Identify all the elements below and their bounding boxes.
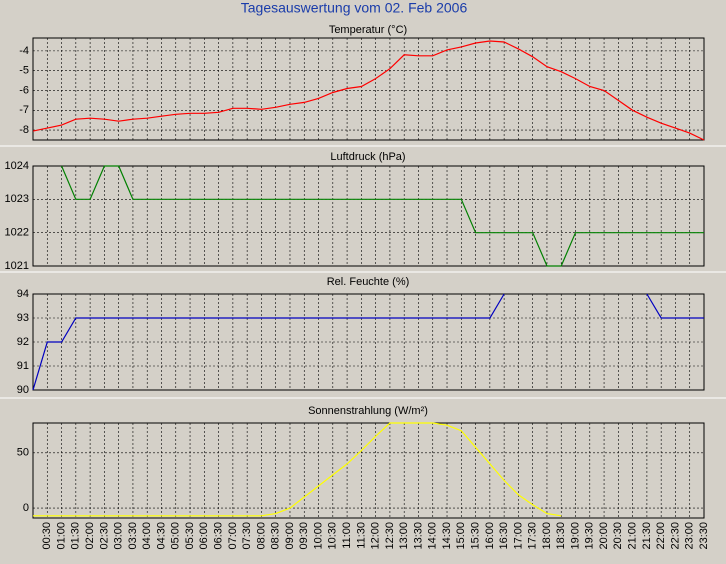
x-tick-label: 03:00 (113, 522, 125, 550)
x-tick-label: 18:30 (555, 522, 567, 550)
x-tick-label: 19:00 (569, 522, 581, 550)
y-tick-label: 93 (17, 312, 29, 324)
x-tick-label: 02:00 (84, 522, 96, 550)
y-tick-label: -8 (19, 124, 29, 136)
y-tick-label: -4 (19, 45, 29, 57)
y-tick-label: 1022 (5, 227, 29, 239)
x-tick-label: 01:00 (55, 522, 67, 550)
panel-title: Sonnenstrahlung (W/m²) (308, 405, 428, 417)
x-tick-label: 09:00 (284, 522, 296, 550)
y-tick-label: 1021 (5, 260, 29, 272)
y-tick-label: -6 (19, 84, 29, 96)
x-tick-label: 08:00 (255, 522, 267, 550)
panel-title: Temperatur (°C) (329, 24, 407, 36)
x-tick-label: 14:00 (427, 522, 439, 550)
y-tick-label: -7 (19, 104, 29, 116)
x-tick-label: 07:30 (241, 522, 253, 550)
x-tick-label: 01:30 (70, 522, 82, 550)
y-tick-label: 92 (17, 336, 29, 348)
x-tick-label: 10:30 (327, 522, 339, 550)
x-tick-label: 13:30 (412, 522, 424, 550)
x-tick-label: 15:30 (469, 522, 481, 550)
panel-title: Luftdruck (hPa) (330, 151, 405, 163)
x-tick-label: 06:30 (213, 522, 225, 550)
x-tick-label: 17:00 (512, 522, 524, 550)
y-tick-label: 0 (23, 502, 29, 514)
x-tick-label: 11:30 (355, 522, 367, 549)
x-tick-label: 21:30 (641, 522, 653, 550)
page-title: Tagesauswertung vom 02. Feb 2006 (241, 0, 468, 16)
x-tick-label: 04:00 (141, 522, 153, 550)
x-tick-label: 18:00 (541, 522, 553, 550)
x-tick-label: 12:30 (384, 522, 396, 550)
x-tick-label: 13:00 (398, 522, 410, 550)
x-tick-label: 20:00 (598, 522, 610, 550)
x-tick-label: 23:30 (698, 522, 710, 550)
x-tick-label: 05:30 (184, 522, 196, 550)
plot-area (32, 422, 705, 519)
plot-area (32, 165, 705, 267)
x-tick-label: 03:30 (127, 522, 139, 550)
x-tick-label: 10:00 (312, 522, 324, 550)
y-tick-label: -5 (19, 65, 29, 77)
x-tick-label: 11:00 (341, 522, 353, 549)
y-tick-label: 50 (17, 447, 29, 459)
x-tick-label: 09:30 (298, 522, 310, 550)
plot-area (32, 37, 705, 141)
x-tick-label: 16:00 (484, 522, 496, 550)
x-tick-label: 05:00 (170, 522, 182, 550)
x-tick-label: 08:30 (270, 522, 282, 550)
y-tick-label: 1023 (5, 193, 29, 205)
x-tick-label: 22:30 (669, 522, 681, 550)
x-tick-label: 12:00 (370, 522, 382, 550)
y-tick-label: 94 (17, 288, 29, 300)
data-line (32, 40, 705, 141)
x-tick-label: 15:00 (455, 522, 467, 550)
x-tick-label: 22:00 (655, 522, 667, 550)
x-tick-label: 21:00 (627, 522, 639, 550)
data-line (61, 165, 704, 267)
y-tick-label: 90 (17, 384, 29, 396)
x-tick-label: 06:00 (198, 522, 210, 550)
y-tick-label: 91 (17, 360, 29, 372)
x-tick-label: 20:30 (612, 522, 624, 550)
x-tick-label: 07:00 (227, 522, 239, 550)
x-tick-label: 02:30 (98, 522, 110, 550)
y-tick-label: 1024 (5, 160, 29, 172)
x-tick-label: 14:30 (441, 522, 453, 550)
data-line (33, 422, 562, 517)
x-tick-label: 00:30 (41, 522, 53, 550)
x-tick-label: 23:00 (684, 522, 696, 550)
panel-title: Rel. Feuchte (%) (327, 276, 410, 288)
x-tick-label: 16:30 (498, 522, 510, 550)
x-tick-label: 19:30 (584, 522, 596, 550)
x-tick-label: 04:30 (155, 522, 167, 550)
x-tick-label: 17:30 (527, 522, 539, 550)
data-line (32, 293, 704, 391)
